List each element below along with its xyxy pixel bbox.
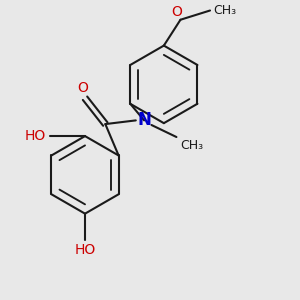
- Text: HO: HO: [25, 129, 46, 143]
- Text: N: N: [137, 111, 151, 129]
- Text: CH₃: CH₃: [180, 139, 203, 152]
- Text: O: O: [78, 80, 88, 94]
- Text: HO: HO: [74, 243, 96, 257]
- Text: CH₃: CH₃: [214, 4, 237, 17]
- Text: O: O: [171, 5, 182, 19]
